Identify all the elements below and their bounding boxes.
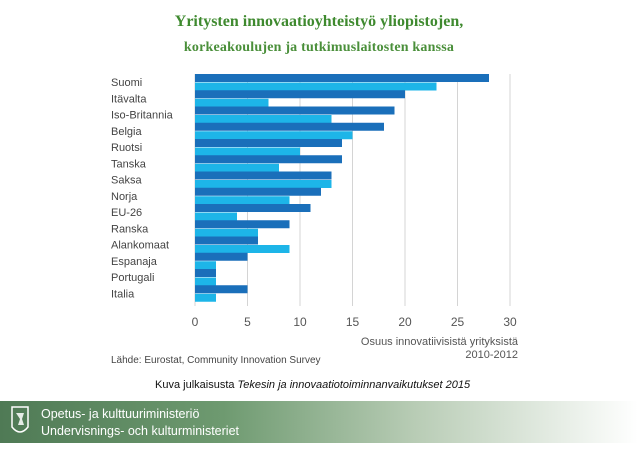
bar-it-valta-s1 (195, 90, 405, 99)
bar-alankomaat-s2 (195, 245, 290, 253)
x-tick-label: 25 (451, 315, 465, 329)
category-label: Suomi (111, 77, 142, 89)
caption: Kuva julkaisusta Tekesin ja innovaatioto… (155, 379, 470, 391)
bar-italia-s2 (195, 293, 216, 302)
category-label: Alankomaat (111, 240, 169, 252)
bar-belgia-s1 (195, 122, 384, 131)
bar-ruotsi-s1 (195, 139, 342, 147)
footer-background (0, 401, 638, 443)
bar-ruotsi-s2 (195, 147, 300, 156)
chart-title-line1: Yritysten innovaatioyhteistyö yliopistoj… (174, 13, 464, 30)
bar-saksa-s2 (195, 180, 332, 188)
caption-italic: Tekesin ja innovaatiotoiminnanvaikutukse… (237, 379, 471, 391)
x-axis-label-line1: Osuus innovatiivisistä yrityksistä (361, 336, 519, 348)
bar-iso-britannia-s2 (195, 115, 332, 123)
bar-it-valta-s2 (195, 98, 269, 107)
bar-eu-26-s1 (195, 204, 311, 212)
bar-portugali-s1 (195, 269, 216, 277)
bar-suomi-s2 (195, 82, 437, 91)
x-tick-label: 10 (293, 315, 307, 329)
x-tick-label: 15 (346, 315, 360, 329)
x-tick-label: 30 (503, 315, 517, 329)
category-label: Iso-Britannia (111, 110, 174, 122)
x-axis-label-line2: 2010-2012 (465, 349, 518, 361)
bar-ranska-s1 (195, 220, 290, 229)
bar-eu-26-s2 (195, 212, 237, 221)
chart-title-line2: korkeakoulujen ja tutkimuslaitosten kans… (183, 40, 455, 55)
caption-prefix: Kuva julkaisusta (155, 379, 238, 391)
bar-alankomaat-s1 (195, 236, 258, 245)
category-label: Ranska (111, 223, 149, 235)
bar-suomi-s1 (195, 74, 489, 82)
bar-ranska-s2 (195, 228, 258, 237)
category-label: Norja (111, 191, 138, 203)
category-label: Espanaja (111, 256, 158, 268)
x-tick-labels: 0 5 10 15 20 25 30 (192, 315, 517, 329)
category-label: Italia (111, 288, 135, 300)
ministry-lion-icon (11, 406, 29, 433)
bar-saksa-s1 (195, 171, 332, 180)
bars (195, 74, 489, 302)
bar-norja-s2 (195, 196, 290, 205)
category-labels: Suomi Itävalta Iso-Britannia Belgia Ruotsi Ta… (111, 77, 174, 300)
x-tick-label: 0 (192, 315, 199, 329)
bar-tanska-s1 (195, 155, 342, 164)
category-label: Belgia (111, 126, 142, 138)
source-note: Lähde: Eurostat, Community Innovation Su… (111, 355, 321, 366)
category-label: Portugali (111, 272, 154, 284)
bar-belgia-s2 (195, 131, 353, 140)
bar-portugali-s2 (195, 277, 216, 286)
category-label: Itävalta (111, 93, 147, 105)
category-label: EU-26 (111, 207, 142, 219)
x-tick-label: 5 (244, 315, 251, 329)
bar-espanaja-s1 (195, 252, 248, 261)
footer-ministry-sv: Undervisnings- och kulturministeriet (41, 424, 239, 438)
bar-norja-s1 (195, 187, 321, 196)
bar-italia-s1 (195, 285, 248, 294)
footer-ministry-fi: Opetus- ja kulttuuriministeriö (41, 407, 200, 421)
bar-iso-britannia-s1 (195, 106, 395, 115)
x-tick-label: 20 (398, 315, 412, 329)
bar-espanaja-s2 (195, 261, 216, 270)
category-label: Saksa (111, 175, 142, 187)
category-label: Ruotsi (111, 142, 142, 154)
bar-tanska-s2 (195, 163, 279, 172)
category-label: Tanska (111, 158, 147, 170)
footer-banner: Opetus- ja kulttuuriministeriö Undervisn… (0, 401, 638, 451)
